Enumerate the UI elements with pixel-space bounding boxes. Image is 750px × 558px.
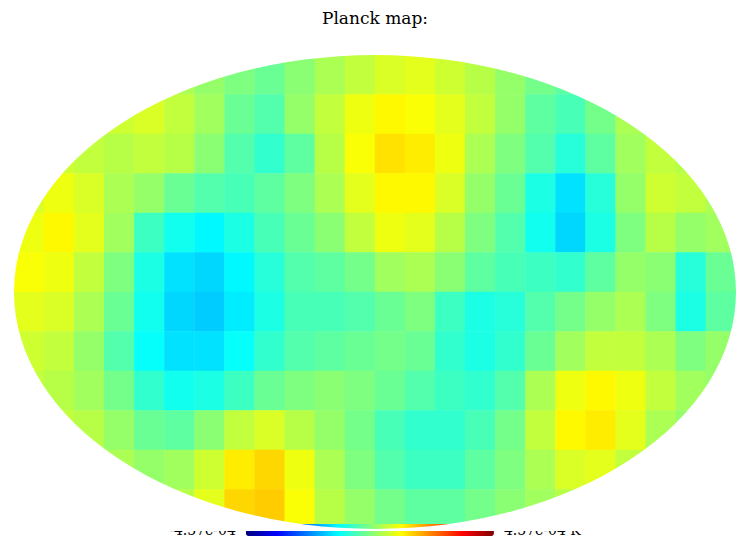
svg-text:-4.57e-04: -4.57e-04 [169,522,236,538]
svg-text:4.57e-04 K: 4.57e-04 K [504,522,581,538]
svg-text:Planck map:: Planck map: [322,8,428,28]
